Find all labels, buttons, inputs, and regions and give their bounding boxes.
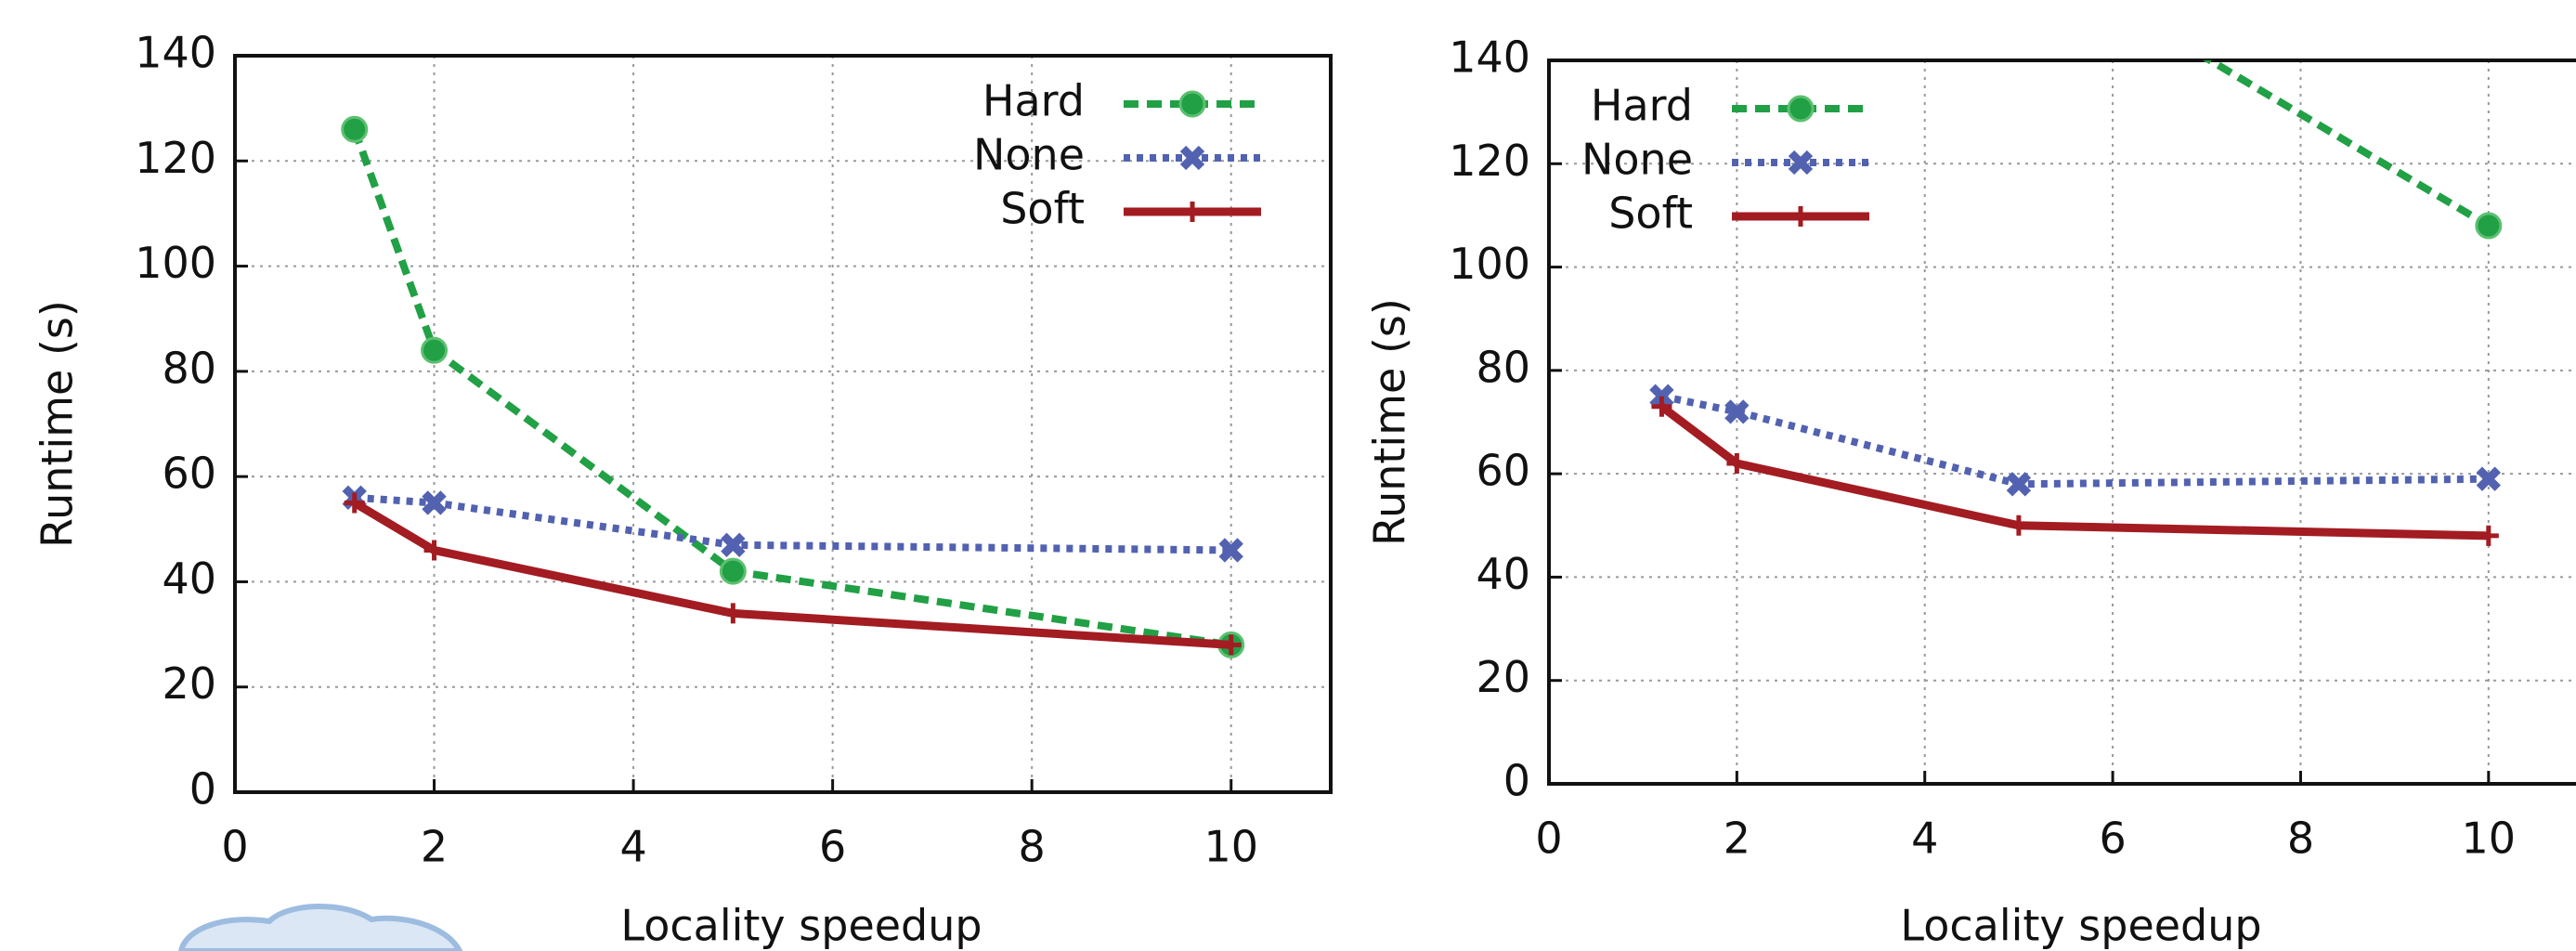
y-tick-label: 20 — [1476, 652, 1530, 702]
marker — [2478, 525, 2499, 546]
chart: 0 20 40 60 80 100 120 140 0 2 4 6 8 10 Locality speedu… — [1365, 33, 2576, 951]
y-tick-label: 80 — [162, 343, 216, 393]
x-tick-label: 0 — [1535, 814, 1562, 864]
x-tick-label: 4 — [1911, 814, 1938, 864]
legend-label: Hard — [982, 76, 1085, 126]
x-tick-label: 6 — [819, 822, 846, 872]
plot-frame — [1547, 59, 2576, 786]
marker — [2006, 472, 2032, 497]
legend-label: Soft — [1608, 189, 1693, 239]
y-tick-label: 80 — [1476, 342, 1530, 392]
y-tick-label: 40 — [162, 554, 216, 604]
marker — [1726, 453, 1748, 475]
marker — [2476, 466, 2502, 491]
x-tick-label: 8 — [2287, 814, 2314, 864]
x-tick-label: 0 — [221, 822, 248, 872]
x-tick-label: 4 — [619, 822, 646, 872]
y-tick-label: 60 — [162, 449, 216, 499]
y-tick-label: 0 — [1503, 756, 1530, 806]
series-line — [1660, 392, 2489, 489]
y-tick-label: 120 — [135, 133, 216, 183]
marker — [1178, 90, 1206, 118]
marker — [344, 492, 365, 514]
y-tick-label: 140 — [1449, 33, 1530, 83]
y-tick-label: 20 — [162, 658, 216, 709]
legend-label: None — [1581, 135, 1693, 185]
plot-frame — [233, 54, 1333, 794]
x-tick-label: 2 — [1724, 814, 1750, 864]
cloud-decoration — [177, 904, 463, 951]
series-line — [354, 493, 1231, 554]
x-tick-label: 10 — [2462, 814, 2517, 864]
marker — [1649, 384, 1674, 409]
x-tick-label: 10 — [1203, 822, 1258, 872]
marker — [341, 115, 369, 143]
marker — [422, 490, 447, 515]
marker — [421, 336, 449, 364]
marker — [1220, 634, 1242, 656]
chart: 0 20 40 60 80 100 120 140 0 2 4 6 8 10 Locality speedu… — [33, 28, 1333, 951]
x-axis-label: Locality speedup — [1900, 901, 2261, 951]
x-tick-label: 8 — [1019, 822, 1046, 872]
x-tick-label: 2 — [421, 822, 448, 872]
marker — [1790, 206, 1811, 227]
x-tick-label: 6 — [2099, 814, 2126, 864]
x-axis-label: Locality speedup — [620, 901, 982, 951]
y-axis-label: Runtime (s) — [33, 300, 83, 548]
marker — [721, 532, 746, 557]
y-axis-label: Runtime (s) — [1365, 298, 1415, 546]
marker — [1218, 538, 1243, 563]
y-tick-label: 40 — [1476, 549, 1530, 599]
marker — [1182, 202, 1203, 222]
y-tick-label: 140 — [135, 28, 216, 78]
marker — [1651, 396, 1672, 417]
marker — [2475, 212, 2503, 240]
y-tick-label: 120 — [1449, 136, 1530, 186]
legend-label: Hard — [1591, 81, 1693, 131]
series-line — [350, 127, 1232, 649]
marker — [722, 603, 744, 624]
marker — [1179, 145, 1205, 171]
series-line — [2203, 60, 2491, 229]
y-tick-label: 100 — [1449, 239, 1530, 289]
marker — [423, 540, 445, 561]
legend-label: Soft — [1000, 184, 1085, 234]
marker — [719, 557, 747, 585]
marker — [1788, 150, 1814, 176]
marker — [1724, 399, 1750, 424]
legend-label: None — [973, 130, 1085, 180]
marker — [2008, 515, 2029, 536]
y-tick-label: 60 — [1476, 446, 1530, 496]
series-line — [352, 499, 1232, 649]
y-tick-label: 100 — [135, 238, 216, 288]
series-line — [1659, 403, 2489, 541]
y-tick-label: 0 — [189, 764, 216, 814]
marker — [1787, 95, 1815, 123]
